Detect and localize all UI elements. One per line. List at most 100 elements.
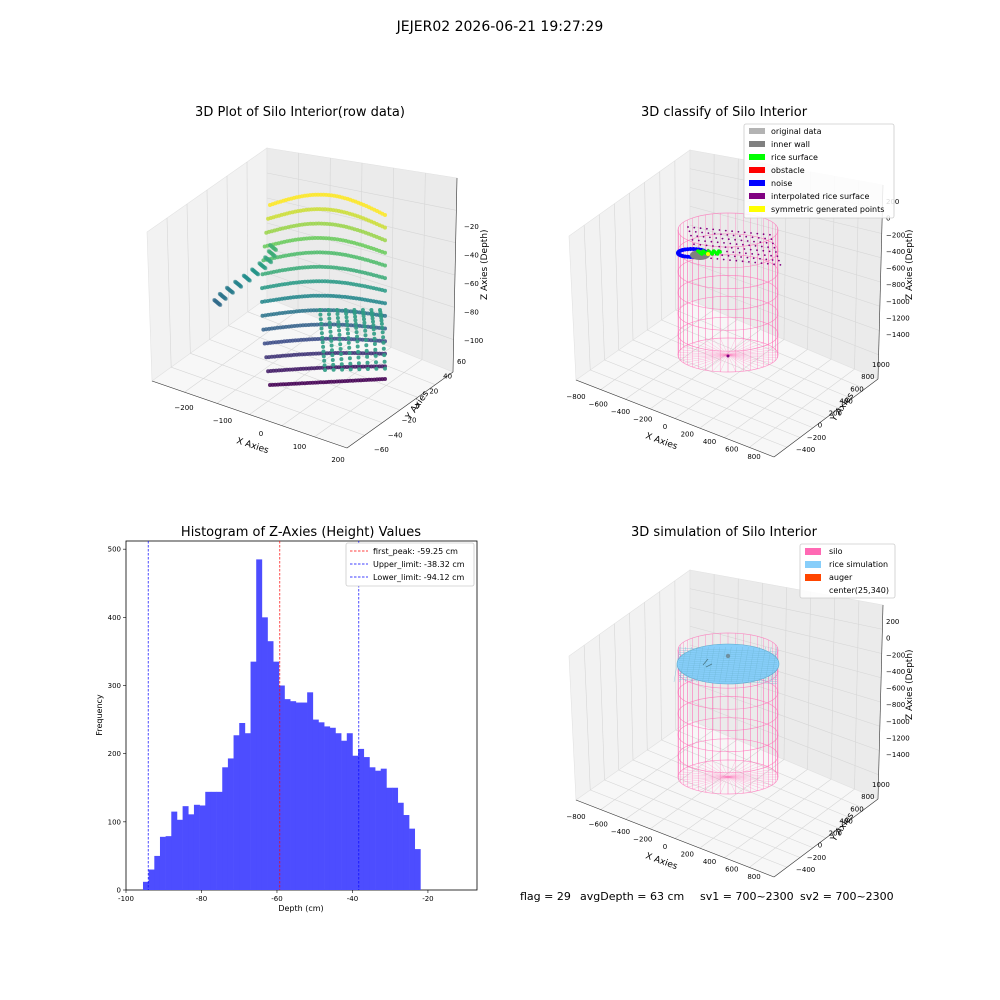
raw-point (323, 265, 328, 269)
raw-point (371, 323, 376, 328)
p4-x-tick: −400 (611, 828, 630, 836)
p4-x-tick: 400 (703, 858, 716, 866)
classify-interp-point (716, 258, 719, 260)
p4-grid (632, 759, 827, 839)
classify-silo-ring (677, 275, 779, 310)
raw-point (353, 321, 358, 326)
p4-grid (675, 729, 866, 810)
raw-point (345, 295, 350, 300)
raw-point (338, 347, 343, 351)
histogram-bar (414, 849, 421, 890)
raw-point (334, 280, 339, 284)
raw-point (326, 250, 331, 255)
p2-grid (632, 339, 827, 419)
raw-point (355, 339, 360, 344)
classify-interp-point (763, 254, 766, 256)
p2-grid (614, 203, 620, 351)
classify-legend-label: obstacle (771, 166, 805, 175)
classify-interp-point (746, 240, 749, 242)
raw-point (383, 250, 387, 255)
raw-point (381, 346, 386, 351)
simulation-silo-ring (677, 738, 779, 774)
raw-x-tick: 100 (293, 443, 306, 451)
simulation-legend-label: auger (829, 573, 853, 582)
p2-z-tick: −400 (886, 248, 905, 256)
simulation-silo-wire (727, 763, 758, 778)
classify-silo-wire (720, 338, 729, 356)
raw-y-tick: 20 (429, 387, 438, 395)
classify-interp-point (712, 245, 714, 247)
classify-rice-surface-point (715, 252, 720, 256)
classify-interp-point (730, 246, 733, 249)
raw-point (323, 368, 327, 372)
raw-point (305, 279, 310, 284)
raw-point (308, 308, 313, 313)
raw-point (319, 326, 324, 331)
classify-interp-point (734, 238, 736, 241)
classify-interp-point (760, 262, 763, 264)
raw-z-tick: −60 (464, 280, 479, 288)
simulation-rice-mesh (753, 646, 760, 683)
simulation-rice-mesh (719, 646, 726, 683)
classify-interp-point (773, 263, 775, 266)
classify-interp-point (754, 261, 757, 264)
simulation-silo-wire (678, 774, 729, 778)
raw-point (379, 318, 384, 323)
p4-y-tick: 1000 (872, 781, 890, 789)
p2-z-tick: −1000 (886, 298, 910, 306)
simulation-silo-ring (677, 759, 779, 795)
raw-point (323, 322, 328, 327)
classify-interp-point (697, 239, 700, 242)
raw-point (330, 358, 335, 362)
raw-point (372, 336, 377, 341)
raw-point (314, 308, 319, 313)
histogram-bar (205, 791, 212, 890)
raw-point (383, 313, 387, 318)
histogram-legend-label: Lower_limit: -94.12 cm (373, 573, 465, 582)
raw-grid (266, 272, 454, 340)
raw-point (272, 254, 277, 259)
raw-point (356, 361, 361, 366)
classify-interp-point (704, 240, 706, 243)
raw-point (363, 328, 368, 333)
simulation-legend-swatch (805, 574, 821, 581)
simulation-silo-wire (727, 776, 736, 794)
histogram-bar (352, 755, 359, 890)
histogram-x-ticks: -100 -80 -60 -40 -20 (118, 890, 434, 903)
simulation-silo-wire (683, 776, 729, 785)
raw-point (321, 344, 326, 349)
classify-legend-swatch (749, 180, 765, 186)
raw-point (315, 337, 320, 341)
simulation-silo-wire (678, 776, 729, 780)
histogram-bars (142, 559, 421, 890)
p4-grid (689, 700, 879, 776)
raw-point (346, 336, 351, 340)
raw-point (327, 312, 331, 317)
raw-point (287, 367, 292, 372)
histogram-reference-lines (147, 541, 360, 890)
raw-point (364, 343, 369, 348)
raw-point (303, 323, 308, 328)
raw-point (320, 250, 325, 255)
raw-point (320, 335, 325, 340)
p2-grid (644, 182, 648, 331)
histogram-legend-label: Upper_limit: -38.32 cm (373, 560, 465, 569)
raw-point (365, 360, 370, 365)
raw-point (247, 278, 252, 283)
histogram-bar (250, 661, 257, 890)
classify-interp-point (720, 233, 722, 236)
raw-point (370, 313, 375, 318)
classify-interp-point (722, 258, 725, 261)
raw-point (329, 338, 334, 343)
histogram-bar (176, 819, 183, 890)
raw-point (315, 322, 320, 327)
raw-point (340, 367, 345, 372)
histogram-legend-label: first_peak: -59.25 cm (373, 547, 458, 556)
raw-point (311, 351, 316, 356)
raw-point (309, 322, 314, 327)
simulation-rice-mesh (678, 679, 778, 684)
classify-interp-point (772, 242, 774, 245)
p2-y-tick: 400 (839, 397, 852, 405)
classify-interp-point (731, 230, 733, 233)
footer-sv1: sv1 = 700~2300 (700, 890, 794, 903)
